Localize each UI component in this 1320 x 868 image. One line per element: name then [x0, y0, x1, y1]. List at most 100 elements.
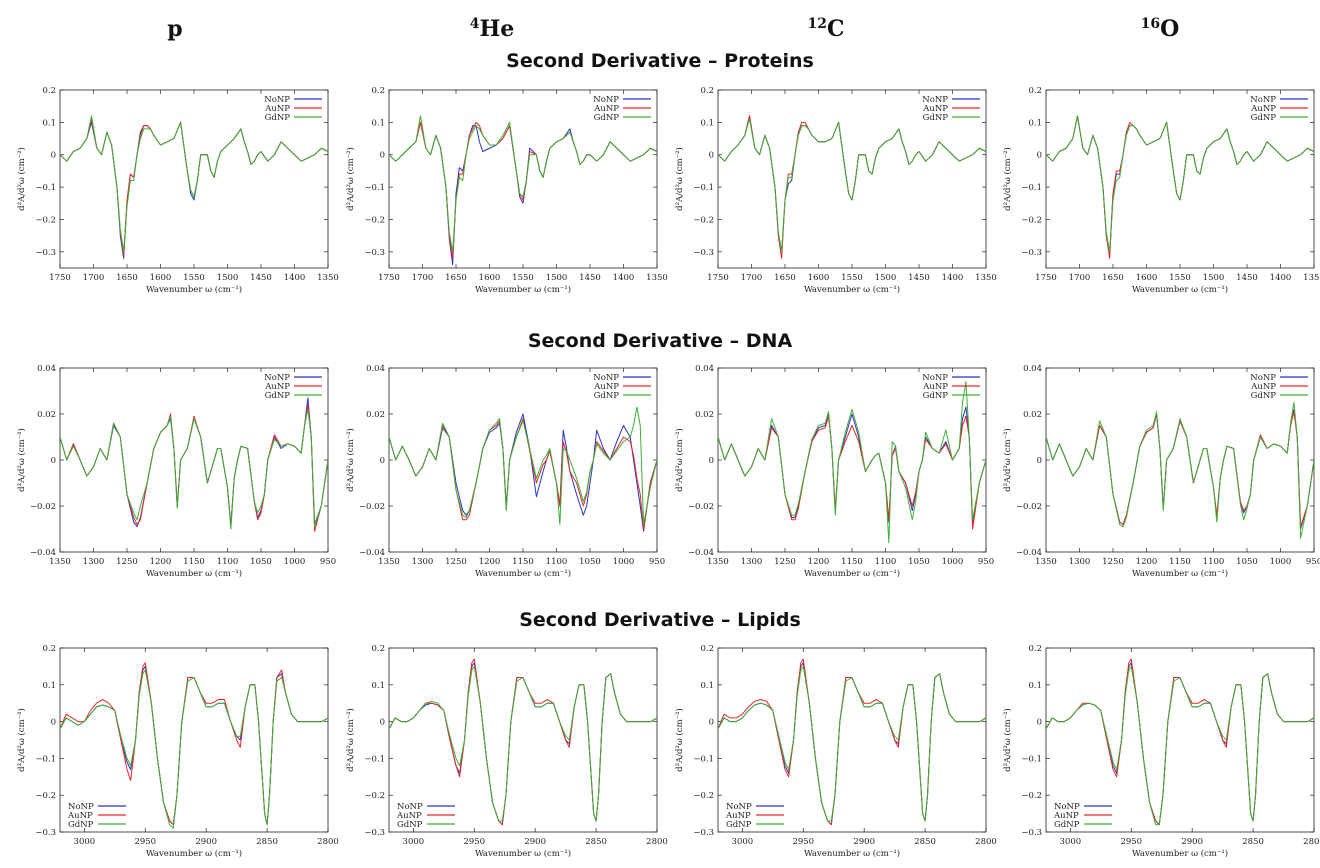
series-line-gdnp	[718, 665, 986, 822]
legend-label: GdNP	[594, 113, 620, 123]
series-group	[389, 406, 657, 532]
y-tick-label: −0.02	[359, 502, 385, 512]
x-tick-label: 2950	[134, 837, 156, 847]
y-tick-label: −0.2	[35, 791, 56, 801]
y-tick-label: −0.1	[364, 183, 385, 193]
x-tick-label: 1550	[183, 273, 205, 283]
y-tick-label: 0	[1037, 718, 1042, 728]
legend-label: NoNP	[264, 95, 290, 105]
x-axis-label: Wavenumber ω (cm⁻¹)	[146, 568, 242, 579]
x-tick-label: 1700	[83, 273, 105, 283]
x-tick-label: 1150	[1169, 557, 1191, 567]
y-tick-label: 0.04	[37, 364, 56, 374]
series-line-aunp	[718, 115, 986, 259]
x-tick-label: 3000	[732, 837, 754, 847]
x-axis-label: Wavenumber ω (cm⁻¹)	[475, 848, 571, 859]
x-tick-label: 1250	[1102, 557, 1124, 567]
legend-label: NoNP	[68, 802, 94, 812]
y-tick-label: −0.3	[1021, 248, 1042, 258]
y-tick-label: −0.02	[30, 502, 56, 512]
y-tick-label: 0.1	[1028, 681, 1042, 691]
x-tick-label: 950	[320, 557, 336, 567]
y-axis-label: d²A/d²ω (cm⁻²)	[345, 708, 356, 772]
x-tick-label: 1100	[1203, 557, 1225, 567]
series-line-gdnp	[1046, 115, 1314, 253]
series-group	[1046, 402, 1314, 539]
series-line-nonp	[1046, 115, 1314, 256]
y-tick-label: −0.1	[693, 754, 714, 764]
legend-label: GdNP	[397, 820, 423, 830]
y-axis-label: d²A/d²ω (cm⁻²)	[16, 147, 27, 211]
series-line-nonp	[389, 662, 657, 826]
x-tick-label: 2850	[256, 837, 278, 847]
series-line-nonp	[389, 121, 657, 266]
x-tick-label: 1350	[975, 273, 997, 283]
y-tick-label: −0.04	[1016, 548, 1042, 558]
y-tick-label: 0.1	[42, 681, 56, 691]
y-tick-label: −0.1	[1021, 183, 1042, 193]
x-tick-label: 1550	[512, 273, 534, 283]
x-tick-label: 1650	[774, 273, 796, 283]
series-line-nonp	[718, 406, 986, 525]
y-tick-label: −0.2	[1021, 791, 1042, 801]
x-tick-label: 1600	[1136, 273, 1158, 283]
legend-label: GdNP	[265, 113, 291, 123]
x-tick-label: 1000	[1270, 557, 1292, 567]
legend-label: GdNP	[1251, 113, 1277, 123]
x-tick-label: 1700	[741, 273, 763, 283]
x-tick-label: 1000	[942, 557, 964, 567]
x-tick-label: 1450	[250, 273, 272, 283]
legend-label: AuNP	[396, 811, 422, 821]
legend-label: NoNP	[922, 95, 948, 105]
series-line-aunp	[718, 415, 986, 530]
y-tick-label: 0.1	[371, 118, 385, 128]
legend-label: GdNP	[1054, 820, 1080, 830]
plot-frame	[717, 647, 987, 833]
x-tick-label: 2950	[1120, 837, 1142, 847]
x-tick-label: 2850	[914, 837, 936, 847]
series-line-aunp	[389, 121, 657, 259]
y-tick-label: −0.3	[693, 828, 714, 838]
x-tick-label: 3000	[1060, 837, 1082, 847]
legend-label: GdNP	[265, 391, 291, 401]
series-group	[389, 115, 657, 266]
column-title: 4He	[470, 16, 515, 42]
y-axis-label: d²A/d²ω (cm⁻²)	[674, 147, 685, 211]
section-title: Second Derivative – Proteins	[506, 50, 814, 72]
y-tick-label: −0.02	[1016, 502, 1042, 512]
column-title-sup: 4	[470, 16, 480, 32]
legend-label: NoNP	[593, 373, 619, 383]
x-tick-label: 1700	[1069, 273, 1091, 283]
series-line-nonp	[718, 115, 986, 253]
y-tick-label: 0.2	[371, 644, 385, 654]
x-tick-label: 2900	[853, 837, 875, 847]
x-axis-label: Wavenumber ω (cm⁻¹)	[804, 848, 900, 859]
series-group	[60, 662, 328, 829]
series-line-aunp	[1046, 658, 1314, 826]
x-tick-label: 1550	[1169, 273, 1191, 283]
y-tick-label: −0.2	[693, 791, 714, 801]
chart-panel: 3000 2950 2900 2850 2800 −0.3 −0.2 −0.1 0 0.1 0.2 W…	[1002, 644, 1320, 859]
x-tick-label: 1100	[546, 557, 568, 567]
series-line-nonp	[389, 413, 657, 532]
legend-label: GdNP	[923, 391, 949, 401]
y-tick-label: −0.04	[688, 548, 714, 558]
y-tick-label: 0.2	[371, 86, 385, 96]
x-tick-label: 1500	[875, 273, 897, 283]
series-line-gdnp	[60, 408, 328, 530]
plot-frame	[59, 647, 329, 833]
x-axis-label: Wavenumber ω (cm⁻¹)	[146, 848, 242, 859]
x-tick-label: 1000	[284, 557, 306, 567]
y-axis-label: d²A/d²ω (cm⁻²)	[345, 428, 356, 492]
x-tick-label: 2800	[975, 837, 997, 847]
y-tick-label: 0	[51, 151, 56, 161]
x-tick-label: 1350	[378, 557, 400, 567]
x-tick-label: 1050	[579, 557, 601, 567]
x-tick-label: 1200	[808, 557, 830, 567]
y-tick-label: −0.2	[1021, 215, 1042, 225]
series-line-nonp	[60, 665, 328, 826]
chart-panel: 1350 1300 1250 1200 1150 1100 1050 1000 950 −0.04…	[345, 364, 665, 579]
